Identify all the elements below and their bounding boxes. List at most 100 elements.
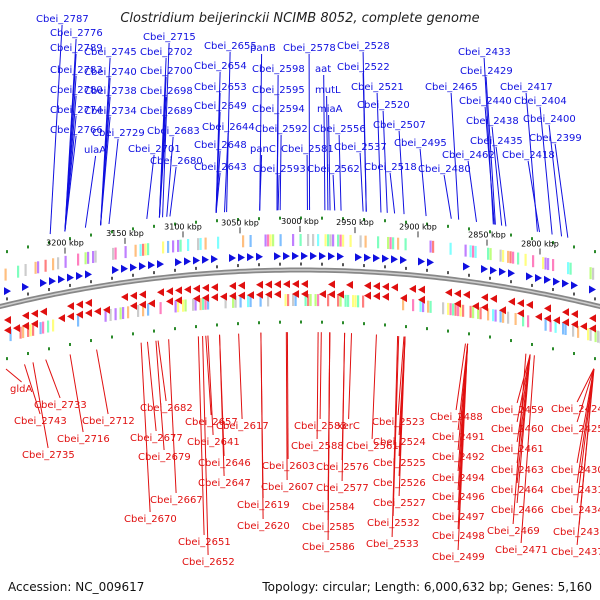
scale-label: 3050 kbp	[221, 218, 259, 227]
forward-gene-arrow	[4, 287, 11, 296]
track-dot	[111, 335, 113, 339]
track-dot	[321, 262, 323, 266]
reverse-gene-arrow	[76, 300, 83, 309]
feature-block	[457, 304, 460, 317]
forward-gene-label: Cbei_2435	[470, 136, 523, 147]
feature-block	[17, 265, 20, 278]
forward-gene-label: Cbei_2701	[128, 144, 181, 155]
feature-block	[37, 261, 40, 274]
forward-gene-leader	[279, 134, 282, 211]
forward-gene-label: Cbei_2537	[334, 142, 387, 153]
forward-gene-label: Cbei_2715	[143, 32, 196, 43]
forward-gene-leader	[362, 72, 367, 212]
feature-block	[122, 307, 125, 320]
track-dot	[69, 283, 71, 287]
reverse-gene-label: Cbei_2647	[198, 478, 251, 489]
feature-block	[554, 320, 557, 333]
reverse-gene-arrow	[157, 288, 164, 297]
forward-gene-leader	[539, 106, 553, 235]
feature-block	[242, 235, 245, 248]
forward-gene-label: mutL	[315, 85, 341, 96]
forward-gene-label: Cbei_2518	[364, 162, 417, 173]
feature-block	[474, 245, 477, 258]
feature-block	[232, 295, 235, 308]
reverse-gene-arrow	[517, 309, 524, 318]
reverse-gene-arrow	[130, 291, 137, 300]
reverse-gene-leader	[157, 340, 167, 402]
feature-block	[549, 319, 552, 332]
reverse-gene-label: Cbei_2527	[373, 498, 426, 509]
genome-axis	[0, 267, 600, 310]
forward-gene-label: Cbei_2556	[313, 124, 366, 135]
reverse-gene-leader	[45, 359, 61, 399]
feature-block	[304, 294, 307, 307]
reverse-gene-label: Cbei_2469	[487, 526, 540, 537]
forward-gene-label: Cbei_2680	[150, 156, 203, 167]
feature-block	[22, 326, 25, 339]
reverse-gene-label: Cbei_2492	[432, 452, 485, 463]
feature-block	[452, 303, 455, 316]
feature-block	[552, 259, 555, 272]
feature-block	[112, 247, 115, 260]
reverse-gene-leader	[286, 332, 289, 460]
forward-gene-leader	[326, 95, 329, 211]
feature-block	[249, 295, 252, 308]
reverse-gene-arrow	[328, 290, 335, 299]
feature-block	[309, 294, 312, 307]
reverse-gene-label: Cbei_2459	[491, 405, 544, 416]
scale-label: 3000 kbp	[281, 217, 319, 226]
forward-gene-label: Cbei_2593	[253, 164, 306, 175]
reverse-gene-arrow	[40, 307, 47, 316]
feature-block	[524, 253, 527, 266]
forward-gene-label: Cbei_2465	[425, 82, 478, 93]
feature-block	[77, 253, 80, 266]
reverse-gene-leader	[260, 332, 264, 520]
scale-ticks: 3200 kbp 3150 kbp 3100 kbp 3050 kbp 3000 kbp…	[6, 216, 596, 361]
reverse-gene-arrow	[454, 289, 461, 298]
track-dot	[573, 245, 575, 249]
accession-text: Accession: NC_009617	[8, 580, 145, 594]
forward-gene-arrow	[418, 257, 425, 266]
forward-gene-arrow	[22, 282, 29, 291]
feature-block	[499, 249, 502, 262]
reverse-gene-leader	[202, 335, 209, 556]
reverse-gene-label: Cbei_2460	[491, 424, 544, 435]
forward-gene-leader	[450, 92, 460, 220]
reverse-gene-arrow	[238, 291, 245, 300]
feature-block	[567, 262, 570, 275]
reverse-gene-leader	[576, 368, 595, 423]
forward-gene-label: Cbei_2654	[194, 61, 247, 72]
feature-block	[454, 303, 457, 316]
track-dot	[510, 233, 512, 237]
reverse-gene-arrow	[562, 308, 569, 317]
reverse-gene-label: xerC	[337, 421, 360, 432]
feature-block	[147, 243, 150, 256]
feature-block	[357, 295, 360, 308]
reverse-gene-label: Cbei_2733	[34, 400, 87, 411]
feature-block	[564, 323, 567, 336]
track-dot	[69, 237, 71, 241]
forward-gene-arrow	[589, 285, 596, 294]
track-dot	[594, 297, 596, 301]
reverse-gene-label: Cbei_2464	[491, 485, 544, 496]
reverse-gene-arrow	[517, 299, 524, 308]
forward-gene-leader	[484, 106, 495, 225]
forward-gene-arrow	[526, 272, 533, 281]
feature-block	[27, 324, 30, 337]
feature-block	[464, 244, 467, 257]
forward-gene-leader	[548, 124, 563, 237]
reverse-gene-leader	[392, 336, 400, 517]
feature-block	[339, 234, 342, 247]
forward-gene-leader	[226, 51, 231, 213]
feature-block	[204, 297, 207, 310]
forward-gene-arrow	[274, 252, 281, 261]
feature-block	[39, 322, 42, 335]
forward-gene-leader	[495, 146, 507, 227]
feature-block	[507, 311, 510, 324]
forward-gene-arrow	[184, 257, 191, 266]
track-dot	[510, 280, 512, 284]
reverse-gene-arrow	[382, 282, 389, 291]
feature-block	[522, 314, 525, 327]
forward-gene-leader	[259, 154, 263, 211]
